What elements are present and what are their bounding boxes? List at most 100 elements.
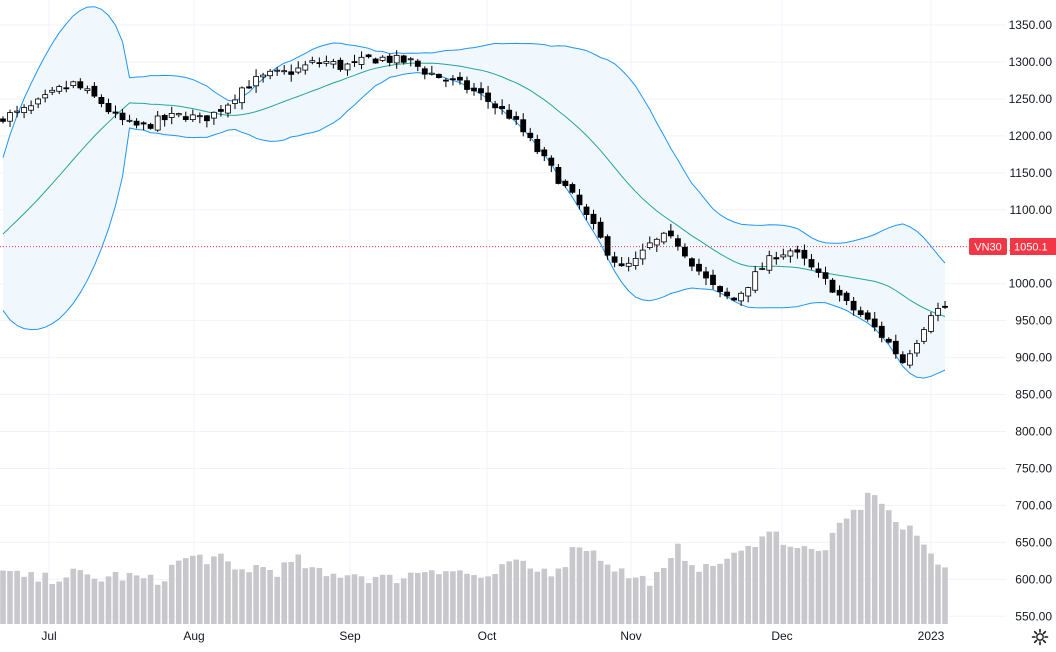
volume-bar [175,560,182,624]
candle [822,266,829,285]
candle [780,248,787,260]
volume-bar [576,547,583,624]
candle [850,297,857,316]
candle [435,73,442,79]
volume-bar [105,576,112,624]
candle-body [928,315,934,332]
candle [675,234,681,251]
volume-bar [7,571,13,624]
candle-body [274,69,281,72]
candle-body [632,257,639,266]
candle [738,291,744,306]
volume-bar [190,555,196,624]
volume-bar [520,560,526,624]
volume-bar [281,562,287,624]
candle-body [857,310,864,316]
volume-bar [119,580,126,624]
volume-bar [703,564,709,624]
candle [513,111,520,125]
volume-bar [225,561,231,624]
price-axis[interactable]: 1350.00 1300.00 1250.00 1200.00 1150.00 1100.… [1009,18,1053,623]
candle-body [56,86,63,92]
candle-body [421,68,428,75]
candle-body [787,250,794,257]
candle [302,60,309,75]
candle [105,98,112,115]
time-tick-label: 2023 [918,629,945,643]
candle-body [337,59,344,70]
candle [14,105,21,118]
volume-bar [260,567,266,624]
volume-bar [886,510,892,624]
time-axis[interactable]: Jul Aug Sep Oct Nov Dec 2023 [41,629,944,643]
candle-body [935,308,941,316]
candle-body [14,110,21,113]
price-tick-label: 950.00 [1015,314,1052,328]
volume-bar [661,567,667,624]
candle [857,306,864,317]
volume-bar [780,544,787,624]
volume-bar [288,562,294,624]
candle [98,94,105,108]
volume-bar [14,570,20,624]
volume-bar [745,545,751,624]
volume-bar [513,559,519,624]
volume-bar [583,551,590,624]
candle [590,209,597,230]
volume-bar [232,569,238,624]
volume-bar [42,572,48,624]
candle-body [583,206,590,215]
candle [914,339,920,357]
volume-bar [140,578,147,624]
volume-bar [541,568,548,624]
volume-bar [211,556,217,624]
candle [731,296,737,302]
candle [196,112,203,124]
candle-body [302,64,309,71]
volume-bar [415,572,421,624]
bollinger-upper-band [2,6,946,264]
time-tick-label: Jul [41,629,56,643]
volume-bar [815,550,822,624]
candle-body [70,81,77,87]
candle-body [175,113,182,116]
volume-bar [879,503,885,624]
candle-body [140,122,147,125]
volume-bar [928,553,934,624]
candle-body [731,297,737,301]
candle [330,58,337,69]
candle [295,61,302,75]
candle [871,312,878,332]
candle-body [63,87,70,90]
volume-bar [801,546,808,624]
volume-bar [84,574,91,624]
candle-body [752,271,759,291]
volume-bar [35,581,41,624]
candle-body [914,342,920,354]
candle-body [850,300,857,311]
candle [632,251,639,270]
volume-bar [112,571,119,624]
volume-bar [316,567,323,624]
candle-body [316,62,323,64]
candle [485,85,492,109]
candle [260,72,267,83]
candle-body [597,221,604,238]
volume-bar [857,509,864,624]
price-tick-label: 1200.00 [1009,129,1053,143]
settings-gear-icon[interactable] [1030,627,1050,647]
volume-bar [914,535,920,624]
volume-bar [478,577,484,624]
candle-body [745,287,752,297]
last-price-tag: 1050.1 [1010,238,1056,255]
volume-bar [63,577,70,624]
volume-bar [836,522,843,624]
candle [91,82,98,98]
candle-body [400,55,407,63]
volume-bar [724,558,730,624]
volume-bar [204,564,210,624]
price-tick-label: 1350.00 [1009,18,1053,32]
candle [168,106,175,125]
candle [161,113,168,127]
